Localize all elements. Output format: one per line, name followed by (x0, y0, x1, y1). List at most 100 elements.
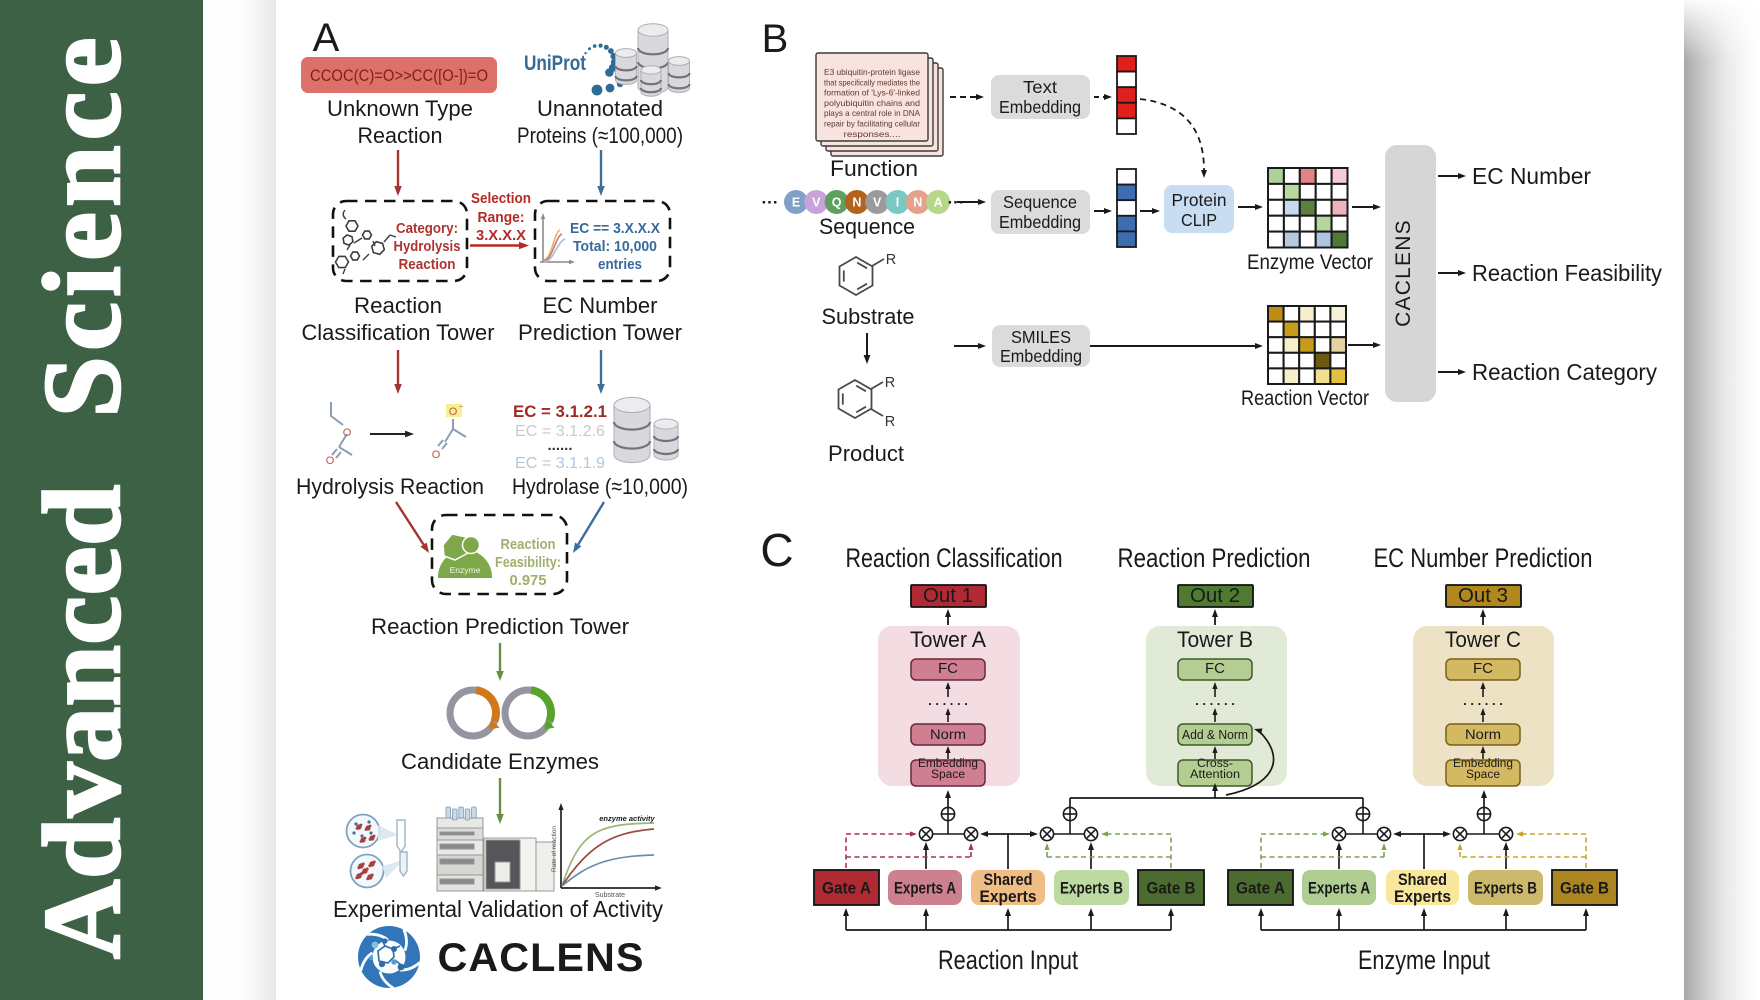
svg-text:···: ··· (948, 193, 965, 212)
svg-text:CACLENS: CACLENS (1392, 219, 1415, 327)
svg-text:. . . . . .: . . . . . . (928, 693, 968, 708)
svg-text:O: O (432, 449, 441, 461)
svg-text:Substrate: Substrate (822, 304, 915, 329)
svg-text:Enzyme Vector: Enzyme Vector (1247, 250, 1373, 274)
svg-text:Gate B: Gate B (1560, 880, 1609, 898)
svg-text:Gate A: Gate A (822, 880, 871, 898)
svg-text:Experts: Experts (1394, 888, 1451, 906)
svg-text:Experimental Validation of Act: Experimental Validation of Activity (333, 896, 663, 922)
svg-text:Protein: Protein (1172, 190, 1227, 210)
svg-text:Enzyme Input: Enzyme Input (1358, 945, 1490, 975)
svg-text:EC == 3.X.X.X: EC == 3.X.X.X (570, 220, 660, 237)
svg-text:V: V (812, 196, 821, 210)
svg-text:−: − (459, 402, 464, 411)
svg-text:Sequence: Sequence (819, 214, 915, 239)
svg-text:Tower C: Tower C (1445, 627, 1521, 652)
svg-text:Gate A: Gate A (1236, 880, 1285, 898)
svg-text:Hydrolysis: Hydrolysis (394, 239, 461, 255)
svg-text:FC: FC (1205, 660, 1225, 677)
svg-text:formation of 'Lys-6'-linked: formation of 'Lys-6'-linked (824, 88, 920, 98)
svg-text:EC = 3.1.2.6: EC = 3.1.2.6 (515, 423, 605, 440)
svg-text:O: O (449, 406, 458, 418)
svg-text:Substrate: Substrate (595, 892, 625, 899)
svg-text:Norm: Norm (1465, 727, 1501, 742)
svg-text:enzyme activity: enzyme activity (599, 814, 655, 823)
svg-text:A: A (313, 16, 340, 60)
svg-text:Experts B: Experts B (1474, 880, 1537, 898)
svg-text:Reaction Prediction: Reaction Prediction (1118, 543, 1311, 573)
svg-text:R: R (885, 414, 895, 430)
svg-text:Reaction: Reaction (399, 257, 456, 273)
svg-text:Feasibility:: Feasibility: (495, 555, 561, 571)
svg-text:Out 2: Out 2 (1190, 585, 1240, 607)
svg-text:Hydrolysis Reaction: Hydrolysis Reaction (296, 474, 484, 499)
svg-text:EC = 3.1.1.9: EC = 3.1.1.9 (515, 455, 605, 472)
svg-text:Reaction Classification: Reaction Classification (846, 543, 1063, 573)
svg-text:I: I (896, 196, 899, 210)
svg-text:Out 3: Out 3 (1458, 585, 1508, 607)
svg-text:V: V (873, 196, 882, 210)
svg-text:Prediction Tower: Prediction Tower (518, 320, 682, 345)
svg-text:0.975: 0.975 (510, 573, 547, 589)
svg-text:Text: Text (1023, 77, 1057, 97)
svg-text:Tower B: Tower B (1177, 627, 1253, 652)
svg-text:R: R (886, 252, 896, 268)
svg-text:B: B (762, 17, 789, 61)
svg-text:EC Number: EC Number (543, 293, 658, 318)
svg-text:. . . . . .: . . . . . . (1195, 693, 1235, 708)
svg-text:Unknown Type: Unknown Type (327, 96, 473, 121)
svg-text:SMILES: SMILES (1011, 327, 1071, 347)
svg-text:CLIP: CLIP (1181, 210, 1217, 230)
svg-text:Reaction Input: Reaction Input (938, 945, 1078, 975)
svg-text:Candidate Enzymes: Candidate Enzymes (401, 749, 599, 774)
svg-text:Reaction Category: Reaction Category (1472, 359, 1657, 385)
svg-text:N: N (913, 196, 922, 210)
svg-text:CACLENS: CACLENS (438, 936, 645, 980)
svg-text:Embedding: Embedding (1000, 346, 1082, 366)
svg-text:repair by facilitating cellula: repair by facilitating cellular (824, 119, 920, 129)
svg-text:Rate of reaction: Rate of reaction (551, 826, 558, 872)
svg-text:N: N (852, 196, 861, 210)
svg-text:Embedding: Embedding (918, 758, 978, 770)
svg-text:Embedding: Embedding (1453, 758, 1513, 770)
svg-text:Proteins (≈100,000): Proteins (≈100,000) (517, 123, 683, 148)
svg-text:Reaction Prediction Tower: Reaction Prediction Tower (371, 614, 629, 639)
svg-text:Shared: Shared (1398, 871, 1447, 889)
svg-text:......: ...... (547, 437, 572, 454)
svg-text:Gate B: Gate B (1147, 880, 1196, 898)
svg-text:Experts A: Experts A (894, 880, 956, 898)
svg-text:···: ··· (762, 193, 779, 212)
svg-text:Reaction Vector: Reaction Vector (1241, 386, 1369, 410)
svg-text:R: R (885, 375, 895, 391)
svg-text:Norm: Norm (930, 727, 966, 742)
svg-text:EC Number: EC Number (1472, 163, 1591, 189)
svg-text:responses....: responses.... (844, 129, 901, 139)
svg-text:entries: entries (598, 256, 642, 273)
svg-text:Reaction: Reaction (501, 537, 556, 553)
svg-text:Category:: Category: (396, 221, 458, 237)
svg-text:Out 1: Out 1 (923, 585, 973, 607)
svg-text:Tower A: Tower A (910, 627, 986, 652)
svg-text:Embedding: Embedding (999, 212, 1081, 232)
svg-text:Reaction: Reaction (354, 293, 442, 318)
svg-text:Embedding: Embedding (999, 97, 1081, 117)
svg-text:polyubiquitin chains and: polyubiquitin chains and (824, 98, 920, 108)
svg-text:CCOC(C)=O>>CC([O-])=O: CCOC(C)=O>>CC([O-])=O (310, 66, 488, 85)
svg-text:Space: Space (931, 769, 965, 781)
svg-text:Q: Q (832, 196, 842, 210)
svg-text:Product: Product (828, 441, 905, 466)
svg-text:EC = 3.1.2.1: EC = 3.1.2.1 (513, 402, 607, 421)
svg-text:Range:: Range: (478, 209, 525, 226)
svg-text:Cross-: Cross- (1197, 758, 1233, 770)
svg-text:Experts A: Experts A (1308, 880, 1370, 898)
svg-text:Attention: Attention (1190, 769, 1240, 781)
svg-text:Experts: Experts (980, 888, 1037, 906)
svg-text:E: E (792, 196, 800, 210)
svg-text:Enzyme: Enzyme (450, 565, 481, 575)
svg-text:Reaction Feasibility: Reaction Feasibility (1472, 260, 1662, 286)
svg-text:. . . . . .: . . . . . . (1463, 693, 1503, 708)
svg-text:Reaction: Reaction (358, 123, 443, 148)
svg-text:Experts B: Experts B (1060, 880, 1123, 898)
svg-text:C: C (760, 524, 793, 576)
svg-text:Function: Function (830, 156, 918, 181)
